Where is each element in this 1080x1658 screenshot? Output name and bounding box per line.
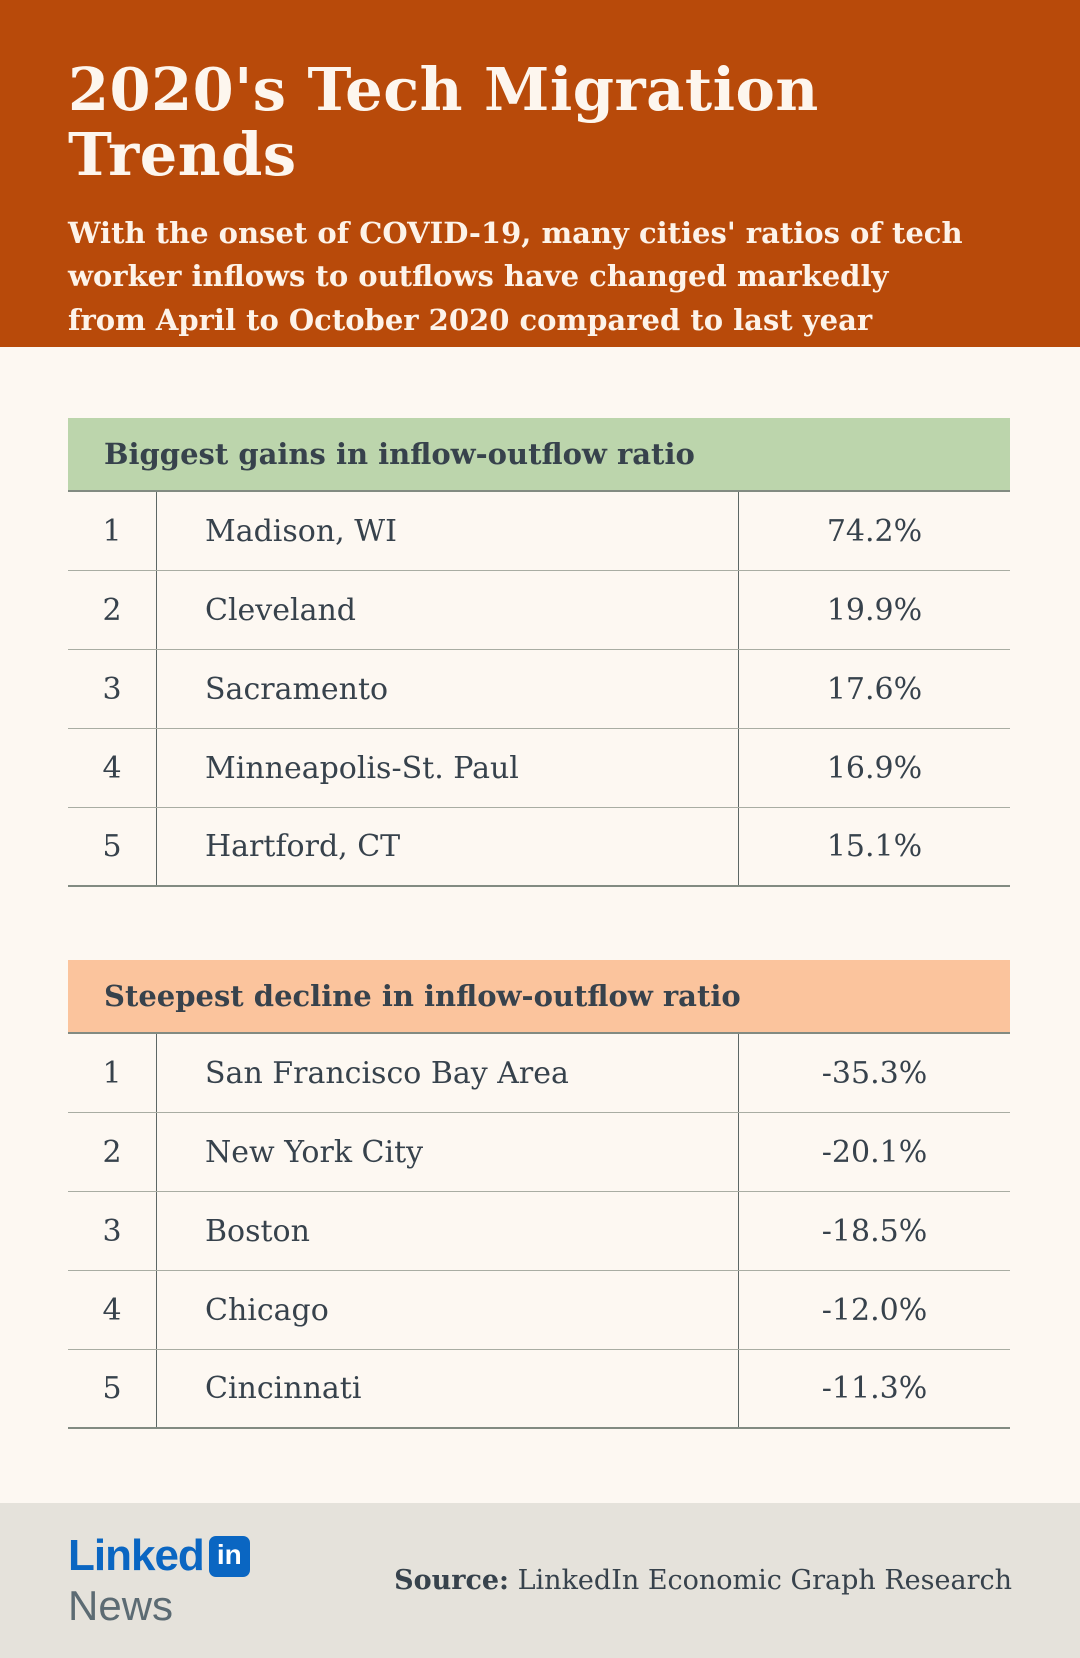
linkedin-news-logo: Linked in News (68, 1534, 250, 1627)
table-row: 1 San Francisco Bay Area -35.3% (68, 1034, 1010, 1113)
rank-cell: 5 (68, 1350, 157, 1427)
value-cell: 19.9% (826, 592, 923, 628)
table-row: 4 Minneapolis-St. Paul 16.9% (68, 729, 1010, 808)
city-cell: Cincinnati (157, 1350, 739, 1427)
city-cell: Cleveland (157, 571, 739, 649)
table-row: 3 Sacramento 17.6% (68, 650, 1010, 729)
rank-cell: 4 (68, 729, 157, 807)
hero-banner: 2020's Tech Migration Trends With the on… (0, 0, 1080, 347)
linkedin-in-badge-icon: in (208, 1535, 250, 1577)
value-cell: -12.0% (821, 1292, 928, 1328)
table-row: 4 Chicago -12.0% (68, 1271, 1010, 1350)
news-wordmark: News (68, 1582, 174, 1629)
value-cell: 74.2% (826, 513, 923, 549)
table-row: 3 Boston -18.5% (68, 1192, 1010, 1271)
source-label: Source: (394, 1565, 510, 1596)
rank-cell: 1 (68, 1034, 157, 1112)
linkedin-logo: Linked in (68, 1534, 250, 1578)
source-text: LinkedIn Economic Graph Research (509, 1565, 1012, 1596)
city-cell: New York City (157, 1113, 739, 1191)
linkedin-wordmark: Linked (68, 1531, 205, 1580)
value-cell: 15.1% (826, 829, 923, 864)
table-row: 2 New York City -20.1% (68, 1113, 1010, 1192)
city-cell: Boston (157, 1192, 739, 1270)
city-cell: Hartford, CT (157, 808, 739, 885)
city-cell: San Francisco Bay Area (157, 1034, 739, 1112)
footer: Linked in News Source: LinkedIn Economic… (0, 1503, 1080, 1658)
page-title: 2020's Tech Migration Trends (68, 55, 819, 189)
rank-cell: 2 (68, 571, 157, 649)
value-cell: 17.6% (826, 671, 923, 707)
gains-table: Biggest gains in inflow-outflow ratio 1 … (68, 418, 1010, 887)
city-cell: Madison, WI (157, 492, 739, 570)
table-row: 5 Hartford, CT 15.1% (68, 808, 1010, 887)
rank-cell: 3 (68, 1192, 157, 1270)
table-row: 1 Madison, WI 74.2% (68, 492, 1010, 571)
rank-cell: 5 (68, 808, 157, 885)
value-cell: -35.3% (821, 1055, 928, 1091)
decline-table-header: Steepest decline in inflow-outflow ratio (68, 960, 1010, 1034)
rank-cell: 1 (68, 492, 157, 570)
decline-table: Steepest decline in inflow-outflow ratio… (68, 960, 1010, 1429)
source-attribution: Source: LinkedIn Economic Graph Research (394, 1565, 1012, 1596)
table-row: 2 Cleveland 19.9% (68, 571, 1010, 650)
page-subtitle: With the onset of COVID-19, many cities'… (68, 215, 963, 337)
value-cell: -18.5% (821, 1213, 928, 1249)
value-cell: -20.1% (821, 1134, 928, 1170)
city-cell: Chicago (157, 1271, 739, 1349)
rank-cell: 4 (68, 1271, 157, 1349)
value-cell: 16.9% (826, 750, 923, 786)
table-row: 5 Cincinnati -11.3% (68, 1350, 1010, 1429)
rank-cell: 3 (68, 650, 157, 728)
value-cell: -11.3% (821, 1371, 928, 1406)
rank-cell: 2 (68, 1113, 157, 1191)
city-cell: Minneapolis-St. Paul (157, 729, 739, 807)
content-area: Biggest gains in inflow-outflow ratio 1 … (0, 347, 1080, 1503)
city-cell: Sacramento (157, 650, 739, 728)
gains-table-header: Biggest gains in inflow-outflow ratio (68, 418, 1010, 492)
